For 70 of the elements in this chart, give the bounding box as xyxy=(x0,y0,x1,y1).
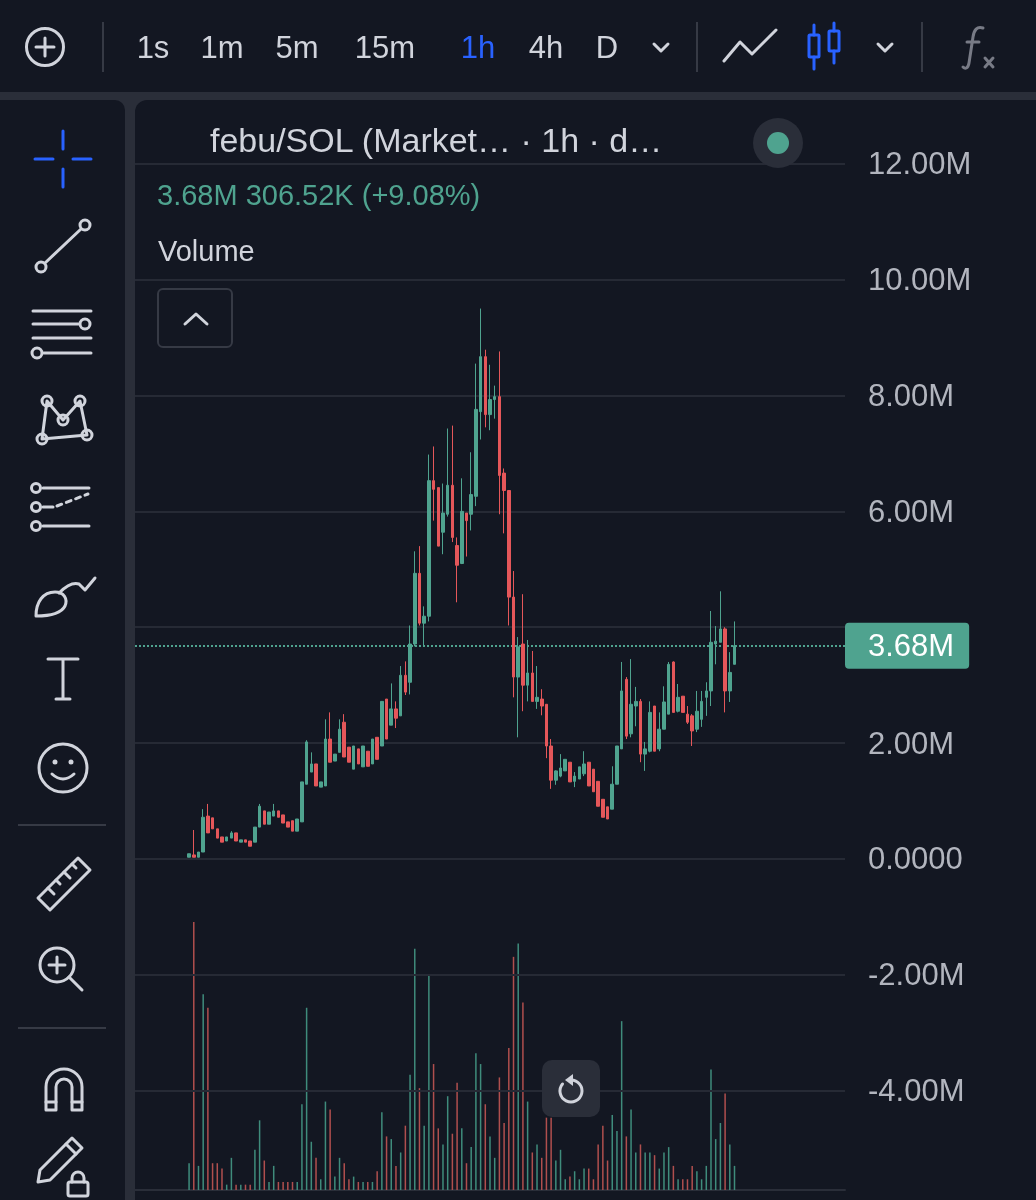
candlestick xyxy=(460,477,464,565)
text: 5m xyxy=(275,29,319,65)
candlestick xyxy=(672,660,675,713)
candlestick xyxy=(239,839,243,843)
candlestick xyxy=(437,487,440,547)
y-tick-label: 2.00M xyxy=(868,725,955,761)
candlestick xyxy=(248,840,252,847)
candlestick xyxy=(432,445,435,522)
candlestick xyxy=(404,660,407,696)
candlestick xyxy=(639,698,642,763)
candlestick xyxy=(676,683,680,713)
text: 4h xyxy=(528,29,564,65)
candlestick xyxy=(535,665,539,710)
candlestick xyxy=(338,718,341,753)
candlestick xyxy=(394,700,398,729)
text: 1s xyxy=(136,29,170,65)
candlestick xyxy=(484,349,487,428)
candlestick xyxy=(582,750,586,777)
candlestick xyxy=(375,736,379,760)
candlestick xyxy=(361,745,365,768)
candlestick xyxy=(531,650,534,702)
ref-line-label: 3.68M xyxy=(868,628,955,664)
candlestick xyxy=(625,676,628,740)
text: 1h xyxy=(460,29,496,65)
candlestick xyxy=(488,364,492,431)
candlestick xyxy=(451,425,454,543)
candlestick xyxy=(310,751,313,773)
candlestick xyxy=(187,853,191,858)
text: 1m xyxy=(200,29,244,65)
y-tick-label: -4.00M xyxy=(868,1073,965,1109)
candlestick xyxy=(568,761,572,783)
y-tick-label: 0.0000 xyxy=(868,841,963,877)
candlestick xyxy=(328,711,332,763)
candlestick xyxy=(385,698,388,740)
candlestick xyxy=(573,771,576,788)
y-tick-label: 8.00M xyxy=(868,377,955,413)
candlestick xyxy=(192,829,196,858)
candlestick xyxy=(389,682,393,726)
text: febu/SOL (Market… · 1h · d… xyxy=(210,121,663,159)
y-tick-label: 12.00M xyxy=(868,146,972,182)
candlestick xyxy=(371,738,374,765)
text: 15m xyxy=(354,29,416,65)
candlestick xyxy=(225,836,228,842)
candlestick xyxy=(653,705,656,752)
candlestick xyxy=(230,830,233,839)
y-tick-label: -2.00M xyxy=(868,957,965,993)
candlestick xyxy=(465,512,468,558)
y-tick-label: 6.00M xyxy=(868,493,955,529)
candlestick xyxy=(234,832,238,842)
candlestick xyxy=(695,690,699,733)
text: D xyxy=(595,29,619,65)
candlestick xyxy=(333,753,337,762)
candlestick xyxy=(399,665,402,717)
candlestick xyxy=(728,651,732,703)
candlestick xyxy=(357,748,360,765)
candlestick xyxy=(263,810,266,825)
text: 3.68M 306.52K (+9.08%) xyxy=(157,178,481,211)
candlestick xyxy=(380,700,384,747)
candlestick xyxy=(366,750,370,767)
candlestick xyxy=(352,745,355,770)
y-tick-label: 10.00M xyxy=(868,262,972,298)
candlestick xyxy=(418,545,421,626)
candlestick xyxy=(206,803,210,834)
candlestick xyxy=(719,590,722,643)
candlestick xyxy=(455,536,459,603)
chart-title: Volume xyxy=(158,234,255,267)
candlestick xyxy=(723,626,727,713)
candlestick xyxy=(314,763,318,787)
candlestick xyxy=(681,695,685,713)
candlestick xyxy=(521,593,525,712)
